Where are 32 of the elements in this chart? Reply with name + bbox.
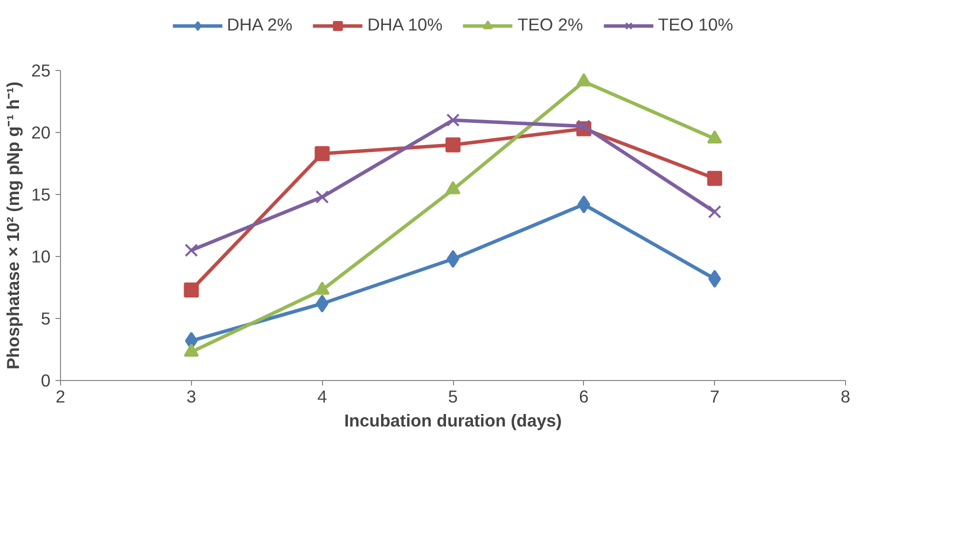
x-tick-label: 4 <box>317 386 328 406</box>
point <box>446 250 460 268</box>
point <box>184 282 199 298</box>
point <box>314 146 330 162</box>
point <box>184 244 198 257</box>
x-tick-label: 5 <box>448 386 458 406</box>
y-tick-label: 15 <box>31 184 51 204</box>
x-tick-label: 7 <box>710 386 720 406</box>
x-tick-label: 6 <box>579 386 589 406</box>
y-tick-label: 0 <box>40 370 51 390</box>
point <box>446 137 460 152</box>
legend-label: DHA 2% <box>226 14 292 36</box>
point <box>708 270 721 288</box>
y-tick-label: 5 <box>40 308 51 328</box>
point <box>446 113 460 127</box>
y-axis-title: Phosphatase × 10² (mg pNp g⁻¹ h⁻¹) <box>3 82 24 370</box>
point <box>708 205 722 219</box>
point <box>316 190 329 204</box>
legend-label: TEO 2% <box>518 14 583 36</box>
point <box>707 170 722 186</box>
point <box>578 195 590 214</box>
point <box>316 294 328 313</box>
y-tick-label: 20 <box>31 122 51 142</box>
x-tick-label: 3 <box>186 386 196 406</box>
x-tick-label: 2 <box>56 386 66 406</box>
y-tick-label: 10 <box>31 246 51 266</box>
legend-label: TEO 10% <box>658 14 734 36</box>
point <box>577 120 590 133</box>
legend-label: DHA 10% <box>367 14 443 36</box>
x-axis-title: Incubation duration (days) <box>344 410 562 430</box>
x-tick-label: 8 <box>840 386 850 406</box>
y-tick-label: 25 <box>31 60 51 80</box>
